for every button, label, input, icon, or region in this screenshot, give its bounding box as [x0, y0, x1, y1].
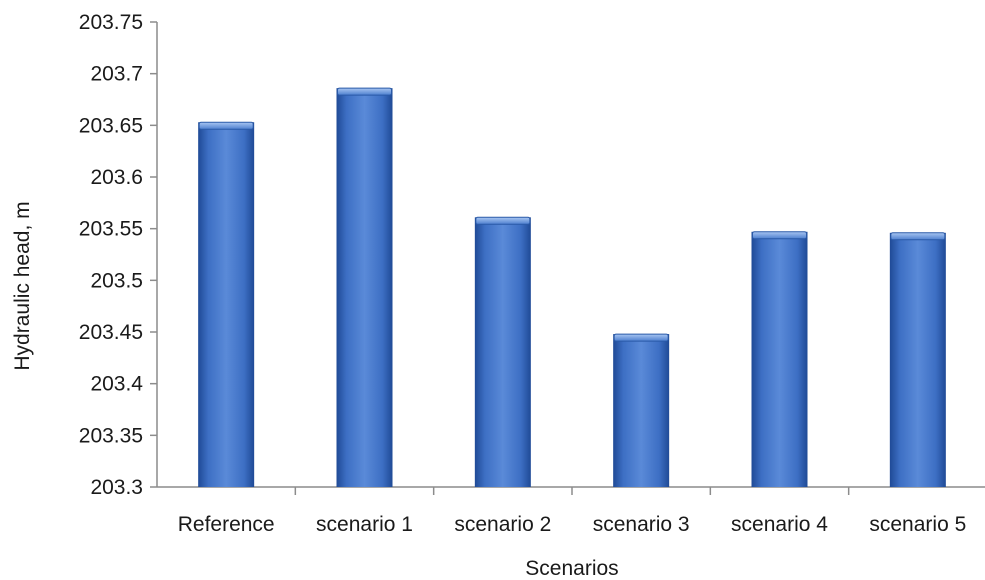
y-tick-label: 203.75 [79, 11, 143, 34]
y-tick-label: 203.4 [90, 373, 143, 396]
x-tick-label: scenario 2 [454, 513, 551, 536]
bar-cap [752, 231, 807, 240]
bar-cap [475, 216, 531, 225]
y-tick-label: 203.55 [79, 218, 143, 241]
x-tick-label: scenario 5 [869, 513, 966, 536]
y-tick-label: 203.65 [79, 114, 143, 137]
y-axis-title: Hydraulic head, m [11, 201, 34, 370]
y-tick-label: 203.6 [90, 166, 143, 189]
y-tick-label: 203.45 [79, 321, 143, 344]
y-tick-label: 203.35 [79, 424, 143, 447]
bar [613, 334, 670, 487]
x-tick-label: scenario 1 [316, 513, 413, 536]
bar-cap [337, 87, 392, 96]
plot-area: 203.3 203.35 203.4 203.45 203.5 203.55 203.6 20… [79, 11, 985, 536]
bar [751, 231, 808, 487]
bar [474, 217, 531, 488]
x-axis-title: Scenarios [525, 557, 618, 580]
x-tick-label: Reference [178, 513, 275, 536]
bar [198, 122, 255, 487]
y-tick-label: 203.7 [90, 63, 143, 86]
x-tick-label: scenario 3 [593, 513, 690, 536]
x-tick-label: scenario 4 [731, 513, 828, 536]
bar-cap [613, 333, 669, 342]
y-tick-label: 203.3 [90, 476, 143, 499]
bar-cap [198, 121, 254, 130]
y-tick-label: 203.5 [90, 269, 143, 292]
bar-cap [890, 232, 946, 241]
bar [889, 232, 946, 487]
bar [336, 88, 393, 487]
